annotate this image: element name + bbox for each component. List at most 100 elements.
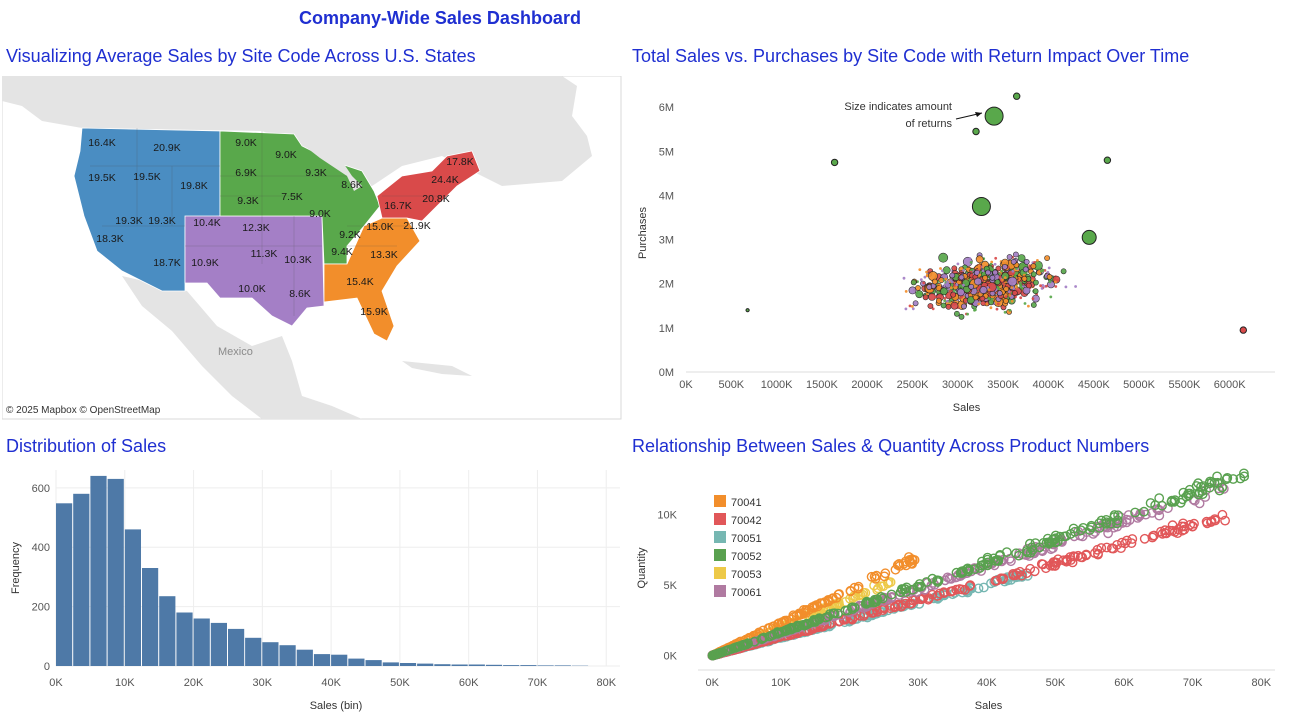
scatter1-point bbox=[909, 305, 912, 308]
histogram-bar bbox=[314, 654, 330, 666]
scatter1-point bbox=[1019, 296, 1022, 299]
state-label-nv: 19.3K bbox=[115, 215, 142, 227]
histogram-x-tick: 50K bbox=[390, 677, 410, 689]
histogram-bar bbox=[90, 476, 106, 666]
scatter2-x-tick: 30K bbox=[908, 677, 928, 689]
state-label-nc: 21.9K bbox=[403, 220, 430, 232]
scatter1-point bbox=[945, 275, 948, 278]
scatter1-point bbox=[920, 278, 923, 281]
scatter1-point bbox=[923, 295, 928, 300]
scatter1-point bbox=[959, 284, 962, 287]
scatter1-point bbox=[1007, 254, 1012, 259]
scatter1-point bbox=[1061, 269, 1066, 274]
scatter1-point bbox=[1036, 259, 1039, 262]
scatter1-point bbox=[1041, 287, 1044, 290]
state-label-wy: 19.8K bbox=[180, 180, 207, 192]
state-label-nd: 9.0K bbox=[235, 137, 257, 149]
state-label-tn: 9.4K bbox=[331, 246, 353, 258]
histogram-bar bbox=[538, 665, 554, 666]
mapbox-attribution[interactable]: © 2025 Mapbox bbox=[6, 405, 77, 416]
histogram-bar bbox=[417, 664, 433, 666]
histogram-bar bbox=[297, 650, 313, 666]
scatter1-point bbox=[1042, 269, 1045, 272]
scatter1-point bbox=[974, 278, 981, 285]
state-label-or: 19.5K bbox=[88, 172, 115, 184]
scatter1-point bbox=[1033, 289, 1038, 294]
state-label-ca: 18.3K bbox=[96, 233, 123, 245]
mexico-label: Mexico bbox=[218, 346, 253, 358]
scatter1-y-label: Purchases bbox=[637, 207, 649, 259]
scatter1-point bbox=[938, 286, 941, 289]
scatter1-point bbox=[746, 309, 749, 312]
scatter1-x-tick: 2500K bbox=[897, 379, 929, 391]
map-attribution[interactable]: © 2025 Mapbox © OpenStreetMap bbox=[6, 405, 160, 416]
scatter1-point bbox=[943, 299, 946, 302]
scatter1-point bbox=[1039, 284, 1042, 287]
histogram-bar bbox=[469, 665, 485, 667]
histogram-bar bbox=[486, 665, 502, 666]
scatter1-point bbox=[1008, 277, 1017, 286]
histogram-x-tick: 10K bbox=[115, 677, 135, 689]
scatter1-point bbox=[988, 298, 991, 301]
scatter1-point bbox=[985, 303, 988, 306]
histogram-bar bbox=[159, 596, 175, 666]
scatter1-point bbox=[994, 263, 997, 266]
histogram-bar bbox=[555, 665, 571, 666]
scatter2-x-tick: 40K bbox=[977, 677, 997, 689]
scatter1-point bbox=[980, 286, 987, 293]
state-label-co: 10.4K bbox=[193, 217, 220, 229]
scatter1-point bbox=[944, 297, 947, 300]
scatter1-point bbox=[1010, 286, 1013, 289]
scatter1-point bbox=[1004, 276, 1007, 279]
scatter2-x-tick: 50K bbox=[1046, 677, 1066, 689]
scatter1-point bbox=[1027, 305, 1030, 308]
scatter1-x-label: Sales bbox=[953, 402, 981, 414]
scatter1-point bbox=[976, 256, 983, 263]
state-label-ky: 9.2K bbox=[339, 229, 361, 241]
scatter1-point bbox=[969, 284, 974, 289]
state-label-nj: 20.8K bbox=[422, 193, 449, 205]
scatter1-x-tick: 1500K bbox=[806, 379, 838, 391]
scatter2-legend-swatch bbox=[714, 495, 726, 507]
scatter1-point bbox=[995, 280, 1000, 285]
histogram-x-tick: 80K bbox=[596, 677, 616, 689]
scatter2-x-label: Sales bbox=[975, 700, 1003, 712]
scatter1-point bbox=[944, 278, 947, 281]
scatter1-point bbox=[959, 314, 964, 319]
state-label-fl: 15.9K bbox=[360, 306, 387, 318]
scatter1-point bbox=[945, 282, 948, 285]
histogram-bar bbox=[520, 665, 536, 666]
state-label-wa: 16.4K bbox=[88, 137, 115, 149]
scatter1-point bbox=[928, 303, 933, 308]
scatter1-point bbox=[973, 295, 978, 300]
state-label-mt: 20.9K bbox=[153, 142, 180, 154]
scatter1-point bbox=[831, 159, 837, 165]
histogram-title: Distribution of Sales bbox=[6, 436, 166, 457]
scatter1-point bbox=[905, 290, 908, 293]
scatter1-point bbox=[912, 307, 915, 310]
map-panel-title: Visualizing Average Sales by Site Code A… bbox=[6, 46, 476, 67]
scatter1-point bbox=[968, 257, 971, 260]
histogram-y-tick: 600 bbox=[32, 483, 50, 495]
scatter1-point bbox=[982, 269, 985, 272]
state-label-az: 18.7K bbox=[153, 257, 180, 269]
osm-attribution[interactable]: © OpenStreetMap bbox=[80, 405, 161, 416]
scatter1-point bbox=[1082, 230, 1096, 244]
scatter1-point bbox=[997, 291, 1002, 296]
scatter1-point bbox=[990, 263, 993, 266]
scatter2-legend-label: 70051 bbox=[731, 533, 762, 545]
scatter1-point bbox=[997, 303, 1000, 306]
scatter1-point bbox=[1011, 272, 1014, 275]
state-label-il: 9.0K bbox=[309, 208, 331, 220]
scatter1-point bbox=[955, 283, 958, 286]
scatter1-point bbox=[916, 291, 919, 294]
histogram-bar bbox=[262, 642, 278, 666]
